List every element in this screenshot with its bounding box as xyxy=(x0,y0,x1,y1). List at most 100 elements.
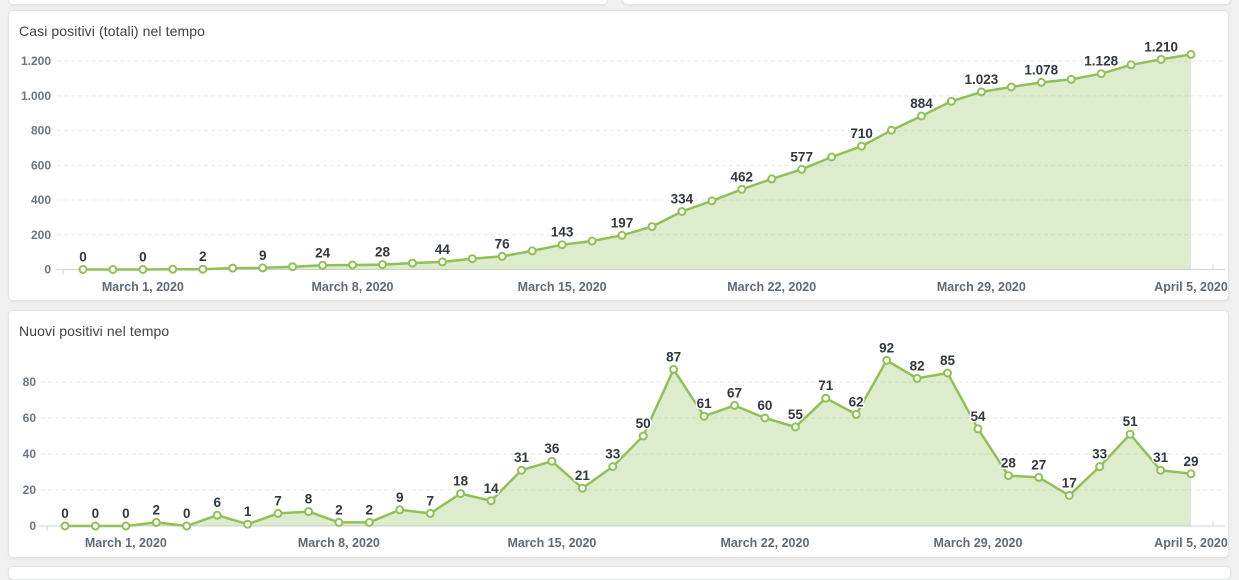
data-point-marker[interactable] xyxy=(638,431,648,441)
data-point-marker[interactable] xyxy=(943,368,952,378)
data-point-marker[interactable] xyxy=(1006,82,1016,92)
data-point-marker[interactable] xyxy=(348,260,357,270)
data-point-marker[interactable] xyxy=(497,251,507,261)
data-point-marker[interactable] xyxy=(228,263,238,273)
data-point-marker[interactable] xyxy=(821,393,831,403)
data-point-marker[interactable] xyxy=(976,87,986,97)
data-point-marker[interactable] xyxy=(946,96,956,106)
data-point-marker[interactable] xyxy=(887,125,896,135)
data-point-label: 2 xyxy=(335,502,343,517)
data-point-marker[interactable] xyxy=(467,254,477,264)
data-point-marker[interactable] xyxy=(198,264,208,274)
data-point-marker[interactable] xyxy=(669,364,679,374)
data-point-marker[interactable] xyxy=(797,164,807,174)
data-point-marker[interactable] xyxy=(288,262,298,272)
data-point-label: 0 xyxy=(92,506,100,521)
data-point-marker[interactable] xyxy=(78,265,88,274)
data-point-marker[interactable] xyxy=(182,521,192,531)
data-point-label: 82 xyxy=(910,358,925,373)
data-point-marker[interactable] xyxy=(60,521,70,531)
y-axis-tick-label: 40 xyxy=(23,447,37,461)
data-point-marker[interactable] xyxy=(258,263,268,273)
data-point-marker[interactable] xyxy=(973,424,983,434)
data-point-marker[interactable] xyxy=(90,521,100,531)
data-point-marker[interactable] xyxy=(407,258,417,268)
data-point-marker[interactable] xyxy=(378,260,387,270)
data-point-marker[interactable] xyxy=(790,422,800,432)
data-point-label: 54 xyxy=(970,409,986,424)
data-point-marker[interactable] xyxy=(737,184,747,194)
data-point-label: 884 xyxy=(910,96,933,111)
y-axis-tick-label: 800 xyxy=(31,124,51,138)
series-area-fill xyxy=(65,360,1191,526)
data-point-marker[interactable] xyxy=(151,517,161,527)
data-point-marker[interactable] xyxy=(243,519,253,529)
data-point-marker[interactable] xyxy=(1066,74,1076,84)
data-point-label: 31 xyxy=(1153,450,1169,465)
data-point-marker[interactable] xyxy=(304,507,313,517)
data-point-marker[interactable] xyxy=(138,265,148,274)
data-point-marker[interactable] xyxy=(912,373,922,383)
data-point-marker[interactable] xyxy=(517,465,526,475)
series-line xyxy=(81,53,1193,271)
data-point-marker[interactable] xyxy=(1064,490,1074,500)
data-point-marker[interactable] xyxy=(1156,54,1166,64)
data-point-marker[interactable] xyxy=(1096,69,1106,79)
data-point-marker[interactable] xyxy=(617,230,627,240)
data-point-marker[interactable] xyxy=(318,260,328,270)
data-point-marker[interactable] xyxy=(1126,60,1136,70)
data-point-marker[interactable] xyxy=(577,483,587,493)
data-point-marker[interactable] xyxy=(1186,469,1196,479)
data-point-marker[interactable] xyxy=(425,508,435,518)
data-point-marker[interactable] xyxy=(108,265,118,274)
data-point-marker[interactable] xyxy=(699,411,709,421)
data-point-marker[interactable] xyxy=(587,236,597,246)
data-point-marker[interactable] xyxy=(827,152,837,162)
data-point-marker[interactable] xyxy=(677,207,687,216)
data-point-marker[interactable] xyxy=(917,111,926,121)
data-point-marker[interactable] xyxy=(1036,77,1046,87)
data-point-label: 7 xyxy=(274,493,282,508)
data-point-label: 44 xyxy=(435,242,451,257)
data-point-label: 197 xyxy=(611,215,634,230)
data-point-marker[interactable] xyxy=(456,489,466,499)
y-axis-tick-label: 600 xyxy=(31,158,51,172)
data-point-marker[interactable] xyxy=(486,496,496,506)
data-point-marker[interactable] xyxy=(1186,49,1196,59)
data-point-marker[interactable] xyxy=(760,413,770,423)
data-point-marker[interactable] xyxy=(707,196,717,206)
data-point-marker[interactable] xyxy=(334,517,344,527)
data-point-marker[interactable] xyxy=(547,456,557,466)
data-point-marker[interactable] xyxy=(851,409,861,419)
data-point-marker[interactable] xyxy=(557,240,567,250)
data-point-marker[interactable] xyxy=(527,246,537,256)
data-point-marker[interactable] xyxy=(767,174,777,184)
data-point-marker[interactable] xyxy=(1003,471,1013,481)
data-point-marker[interactable] xyxy=(121,521,131,531)
data-point-label: 6 xyxy=(213,495,221,510)
data-point-marker[interactable] xyxy=(1156,465,1166,475)
data-point-marker[interactable] xyxy=(1095,462,1105,472)
data-point-marker[interactable] xyxy=(168,264,178,274)
data-point-label: 334 xyxy=(671,192,694,207)
data-point-marker[interactable] xyxy=(608,462,618,472)
data-point-label: 87 xyxy=(666,349,681,364)
data-point-marker[interactable] xyxy=(1034,472,1044,482)
data-point-label: 28 xyxy=(375,245,391,260)
data-point-label: 2 xyxy=(199,249,207,264)
data-point-label: 33 xyxy=(1092,447,1108,462)
data-point-marker[interactable] xyxy=(364,517,374,527)
data-point-marker[interactable] xyxy=(882,355,892,365)
data-point-marker[interactable] xyxy=(730,400,739,410)
data-point-marker[interactable] xyxy=(647,222,657,232)
data-point-marker[interactable] xyxy=(437,257,447,267)
y-axis-tick-label: 80 xyxy=(23,375,37,389)
data-point-marker[interactable] xyxy=(395,505,405,515)
total-cases-chart-title: Casi positivi (totali) nel tempo xyxy=(19,23,206,39)
data-point-marker[interactable] xyxy=(857,141,867,151)
data-point-label: 1.078 xyxy=(1024,62,1058,77)
data-point-marker[interactable] xyxy=(1125,429,1135,439)
data-point-marker[interactable] xyxy=(212,510,222,520)
data-point-marker[interactable] xyxy=(273,508,283,518)
